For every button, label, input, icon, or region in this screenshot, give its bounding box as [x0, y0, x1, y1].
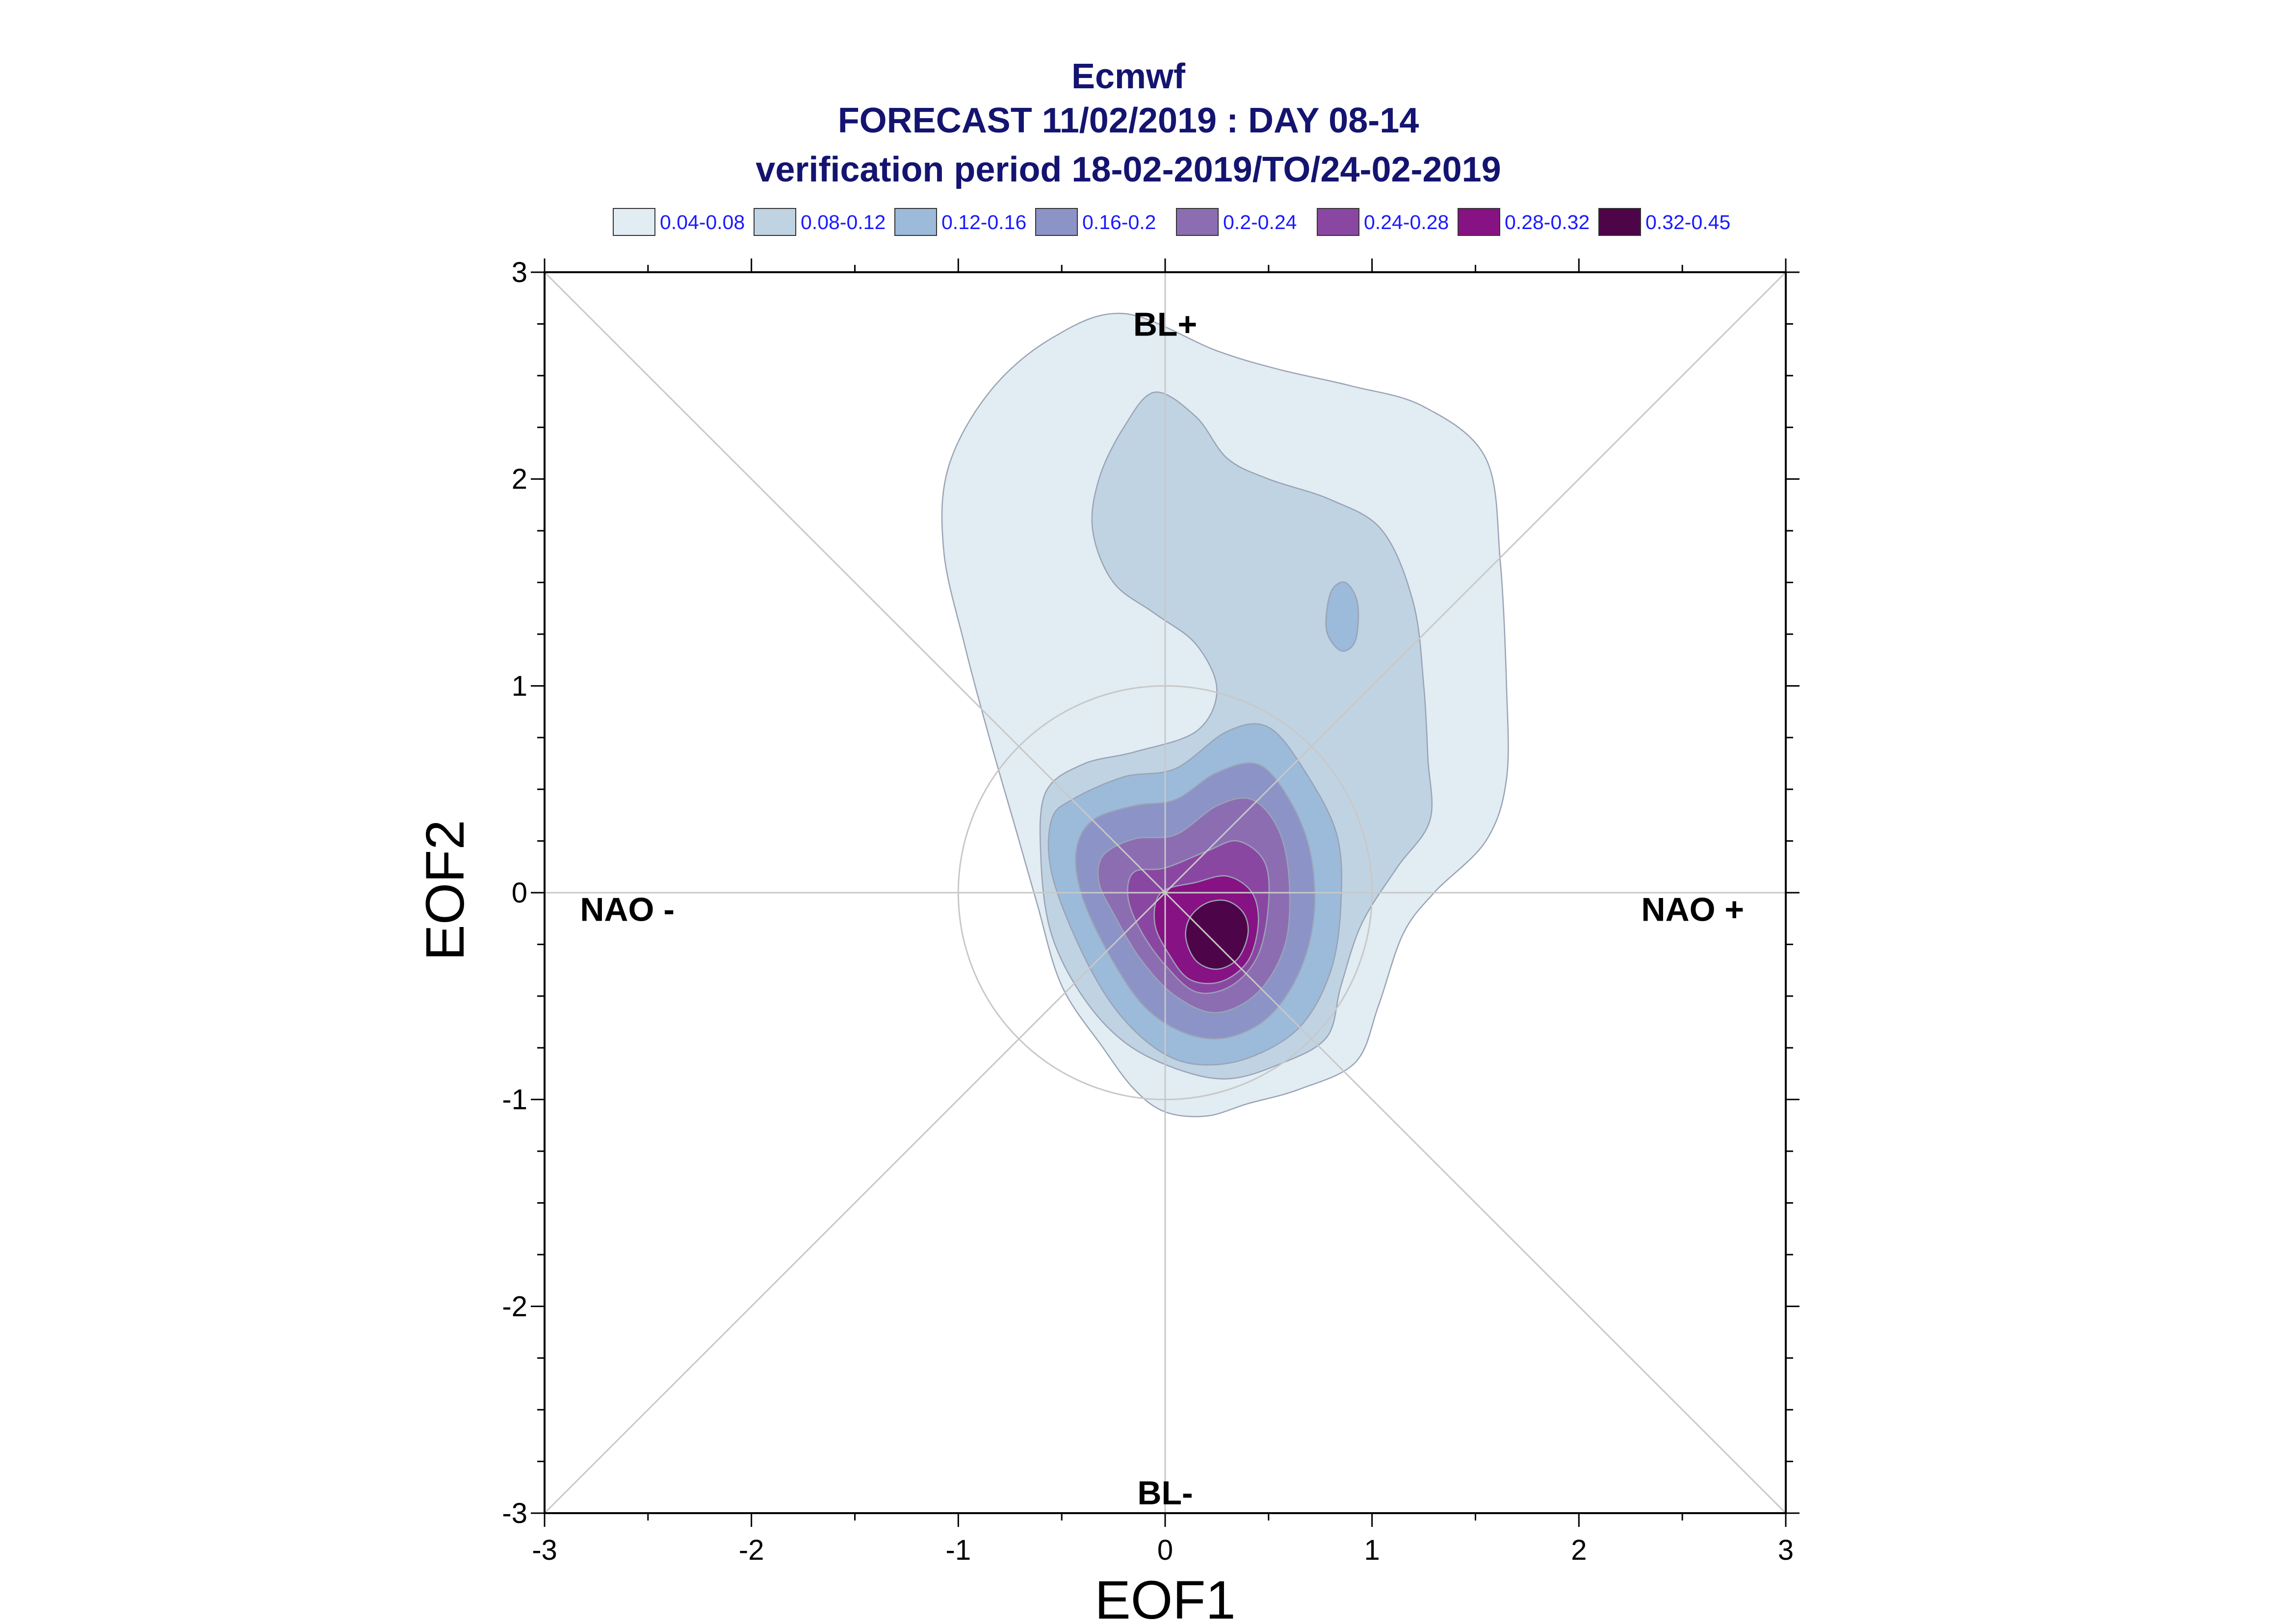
x-tick-label: 0 — [1157, 1534, 1173, 1566]
legend-item: 0.28-0.32 — [1458, 208, 1590, 236]
legend-item: 0.24-0.28 — [1317, 208, 1449, 236]
regime-label-nao-: NAO - — [580, 891, 675, 928]
legend-label: 0.2-0.24 — [1223, 211, 1297, 233]
y-tick-label: 3 — [512, 257, 527, 288]
legend-label: 0.12-0.16 — [941, 211, 1026, 233]
legend-swatch — [754, 208, 796, 236]
legend-label: 0.16-0.2 — [1082, 211, 1156, 233]
legend-label: 0.24-0.28 — [1364, 211, 1449, 233]
legend-swatch — [1035, 208, 1078, 236]
legend-swatch — [1598, 208, 1641, 236]
x-tick-label: 2 — [1571, 1534, 1587, 1566]
legend-swatch — [1317, 208, 1359, 236]
axis-ticks: -3 -2 -1 0 1 2 3 3 2 1 0 -1 -2 -3 — [502, 257, 1799, 1566]
title-line-3: verification period 18-02-2019/TO/24-02-… — [756, 150, 1501, 189]
y-tick-label: 2 — [512, 464, 527, 495]
reference-circle — [957, 685, 1373, 1101]
legend-swatch — [894, 208, 937, 236]
y-tick-label: -1 — [502, 1084, 527, 1116]
x-tick-label: -1 — [946, 1534, 971, 1566]
legend-item: 0.32-0.45 — [1598, 208, 1730, 236]
plot-area: -3 -2 -1 0 1 2 3 3 2 1 0 -1 -2 -3 BL+ BL- NAO - NAO + — [502, 257, 1799, 1566]
legend-label: 0.08-0.12 — [801, 211, 886, 233]
legend-item: 0.2-0.24 — [1176, 208, 1297, 236]
contour-0.12-0.16-3 — [1325, 581, 1359, 652]
x-tick-label: -3 — [532, 1534, 557, 1566]
regime-labels: BL+ BL- NAO - NAO + — [580, 306, 1744, 1511]
legend-label: 0.32-0.45 — [1645, 211, 1730, 233]
chart-title: Ecmwf FORECAST 11/02/2019 : DAY 08-14 ve… — [756, 57, 1501, 189]
density-contours — [941, 312, 1509, 1117]
y-axis-title: EOF2 — [415, 820, 475, 960]
legend-item: 0.08-0.12 — [754, 208, 886, 236]
legend-item: 0.12-0.16 — [894, 208, 1026, 236]
legend-swatch — [1176, 208, 1219, 236]
regime-label-nao+: NAO + — [1641, 891, 1744, 928]
y-tick-label: -3 — [502, 1497, 527, 1529]
regime-label-bl-: BL- — [1137, 1474, 1193, 1512]
y-tick-label: -2 — [502, 1290, 527, 1322]
x-tick-label: 1 — [1364, 1534, 1380, 1566]
x-tick-label: -2 — [739, 1534, 764, 1566]
legend-swatch — [613, 208, 655, 236]
legend-label: 0.04-0.08 — [660, 211, 745, 233]
title-line-2: FORECAST 11/02/2019 : DAY 08-14 — [838, 101, 1419, 140]
x-tick-label: 3 — [1778, 1534, 1794, 1566]
title-line-1: Ecmwf — [1071, 57, 1186, 96]
legend-item: 0.16-0.2 — [1035, 208, 1156, 236]
legend-label: 0.28-0.32 — [1505, 211, 1590, 233]
x-axis-title: EOF1 — [1095, 1570, 1235, 1624]
y-tick-label: 1 — [512, 670, 527, 702]
guide-lines — [544, 271, 1787, 1514]
contour-0.32-0.45-8 — [1185, 899, 1249, 970]
legend-item: 0.04-0.08 — [613, 208, 745, 236]
y-tick-label: 0 — [512, 877, 527, 909]
legend-swatch — [1458, 208, 1500, 236]
legend: 0.04-0.08 0.08-0.12 0.12-0.16 0.16-0.2 0.2-0… — [613, 208, 1730, 236]
regime-label-bl+: BL+ — [1133, 306, 1197, 343]
